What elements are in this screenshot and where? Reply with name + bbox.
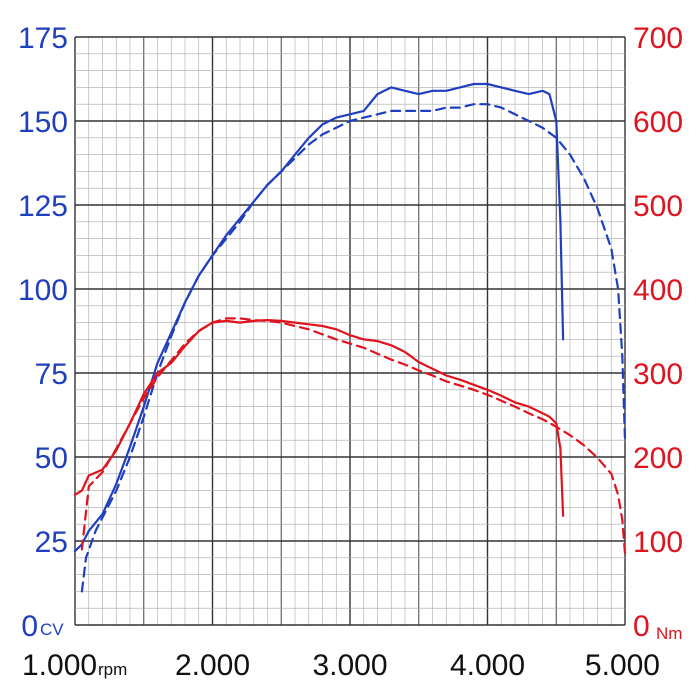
x-tick-label: 5.000	[585, 649, 660, 682]
right-tick-label: 700	[633, 22, 683, 55]
x-axis: 1.000 2.000 3.000 4.000 5.000 rpm	[22, 649, 660, 682]
chart-grid	[74, 36, 626, 626]
power-curve-dashed	[80, 103, 627, 593]
x-tick-label: 2.000	[175, 649, 250, 682]
right-tick-label: 0	[633, 610, 650, 643]
left-tick-label: 175	[18, 22, 68, 55]
left-tick-label: 50	[35, 442, 68, 475]
x-axis-unit: rpm	[98, 660, 127, 679]
right-tick-label: 300	[633, 358, 683, 391]
right-axis: 0 100 200 300 400 500 600 700 Nm	[633, 22, 683, 643]
left-tick-label: 150	[18, 106, 68, 139]
x-tick-label: 3.000	[312, 649, 387, 682]
right-tick-label: 100	[633, 526, 683, 559]
left-axis: 0 25 50 75 100 125 150 175 CV	[18, 22, 68, 643]
torque-curve-dashed	[80, 317, 627, 555]
right-axis-unit: Nm	[656, 624, 682, 643]
right-tick-label: 400	[633, 274, 683, 307]
left-tick-label: 125	[18, 190, 68, 223]
left-tick-label: 75	[35, 358, 68, 391]
left-tick-label: 25	[35, 526, 68, 559]
right-tick-label: 500	[633, 190, 683, 223]
series-layer	[73, 82, 627, 593]
torque-curve-solid	[73, 319, 565, 517]
x-tick-label: 1.000	[22, 649, 97, 682]
x-tick-label: 4.000	[450, 649, 525, 682]
left-axis-unit: CV	[40, 620, 64, 639]
left-tick-label: 100	[18, 274, 68, 307]
left-tick-label: 0	[21, 610, 38, 643]
right-tick-label: 600	[633, 106, 683, 139]
right-tick-label: 200	[633, 442, 683, 475]
